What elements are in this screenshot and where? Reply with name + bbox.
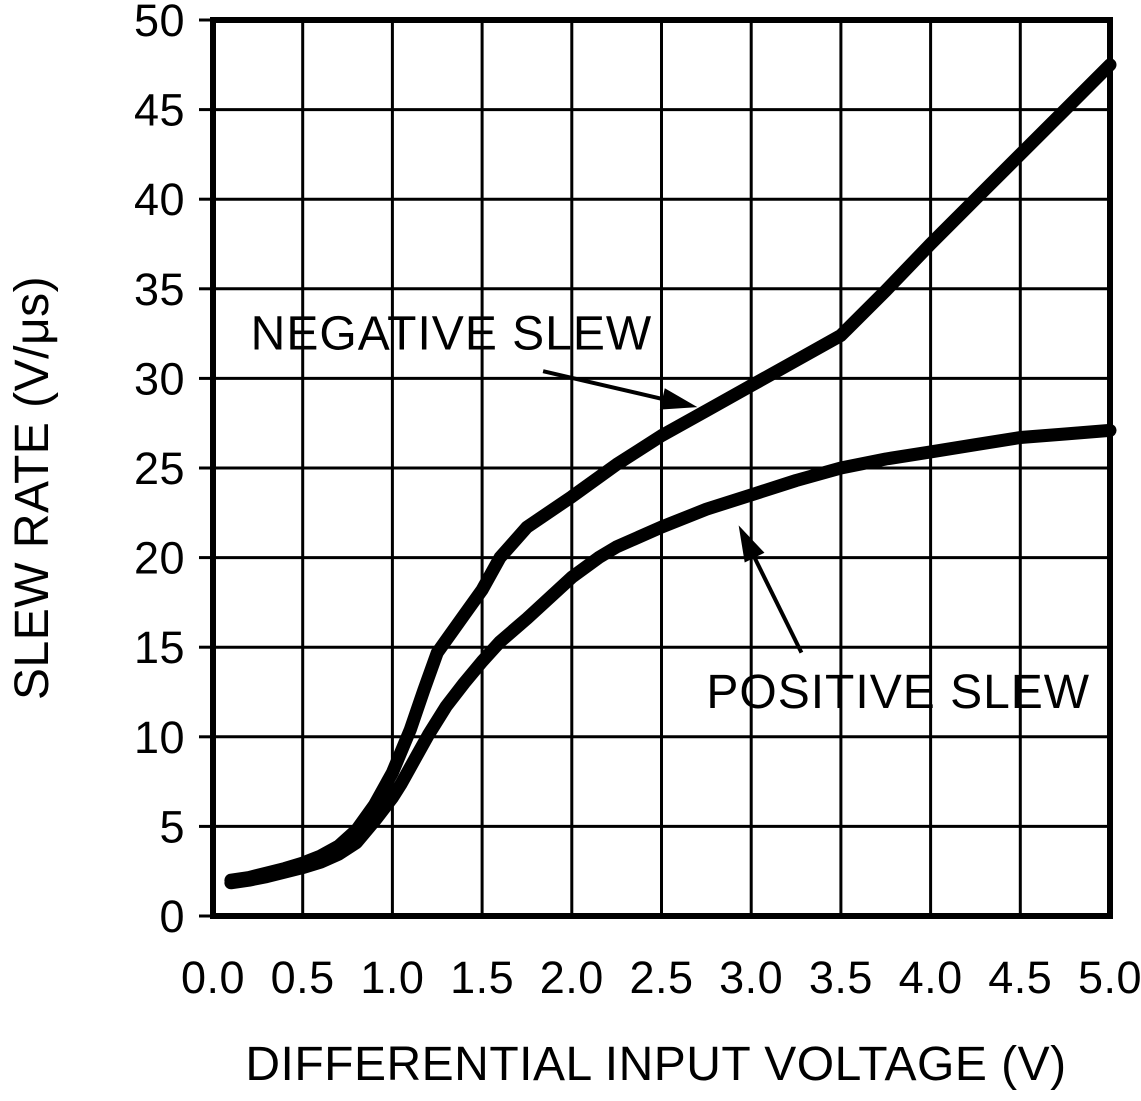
x-tick-label: 3.5 bbox=[809, 952, 873, 1003]
x-tick-label: 5.0 bbox=[1078, 952, 1141, 1003]
x-tick-label: 2.5 bbox=[629, 952, 693, 1003]
grid bbox=[213, 20, 1110, 916]
x-tick-label: 0.5 bbox=[271, 952, 335, 1003]
y-tick-label: 50 bbox=[134, 0, 185, 46]
y-axis-title: SLEW RATE (V/μs) bbox=[6, 276, 59, 700]
arrow-head bbox=[738, 525, 765, 563]
positive-slew-curve bbox=[224, 423, 1117, 890]
x-tick-labels: 0.0 0.5 1.0 1.5 2.0 2.5 3.0 3.5 4.0 4.5 5.0 bbox=[181, 952, 1141, 1003]
arrow-shaft bbox=[750, 551, 804, 654]
negative-slew-curve bbox=[224, 58, 1117, 887]
y-tick-label: 5 bbox=[159, 801, 185, 852]
y-tick-label: 0 bbox=[159, 891, 185, 942]
x-tick-label: 3.0 bbox=[719, 952, 783, 1003]
y-tick-labels: 0 5 10 15 20 25 30 35 40 45 50 bbox=[134, 0, 185, 942]
positive-slew-label: POSITIVE SLEW bbox=[706, 666, 1090, 719]
x-tick-label: 0.0 bbox=[181, 952, 245, 1003]
x-tick-label: 1.0 bbox=[360, 952, 424, 1003]
arrow-shaft bbox=[542, 369, 669, 403]
y-tick-label: 30 bbox=[134, 353, 185, 404]
y-tick-label: 45 bbox=[134, 85, 185, 136]
y-tick-label: 40 bbox=[134, 174, 185, 225]
negative-slew-label: NEGATIVE SLEW bbox=[251, 308, 653, 361]
curves bbox=[224, 58, 1117, 890]
y-tick-label: 20 bbox=[134, 533, 185, 584]
y-tick-label: 35 bbox=[134, 264, 185, 315]
x-tick-label: 1.5 bbox=[450, 952, 514, 1003]
y-tick-label: 15 bbox=[134, 622, 185, 673]
x-tick-label: 4.5 bbox=[988, 952, 1052, 1003]
arrow-head bbox=[659, 388, 698, 410]
axis-ticks bbox=[199, 18, 210, 918]
plot-border bbox=[210, 17, 1113, 919]
x-tick-label: 2.0 bbox=[540, 952, 604, 1003]
x-tick-label: 4.0 bbox=[899, 952, 963, 1003]
x-axis-title: DIFFERENTIAL INPUT VOLTAGE (V) bbox=[245, 1038, 1066, 1091]
y-tick-label: 25 bbox=[134, 443, 185, 494]
annotation-arrows bbox=[542, 369, 804, 654]
y-tick-label: 10 bbox=[134, 712, 185, 763]
